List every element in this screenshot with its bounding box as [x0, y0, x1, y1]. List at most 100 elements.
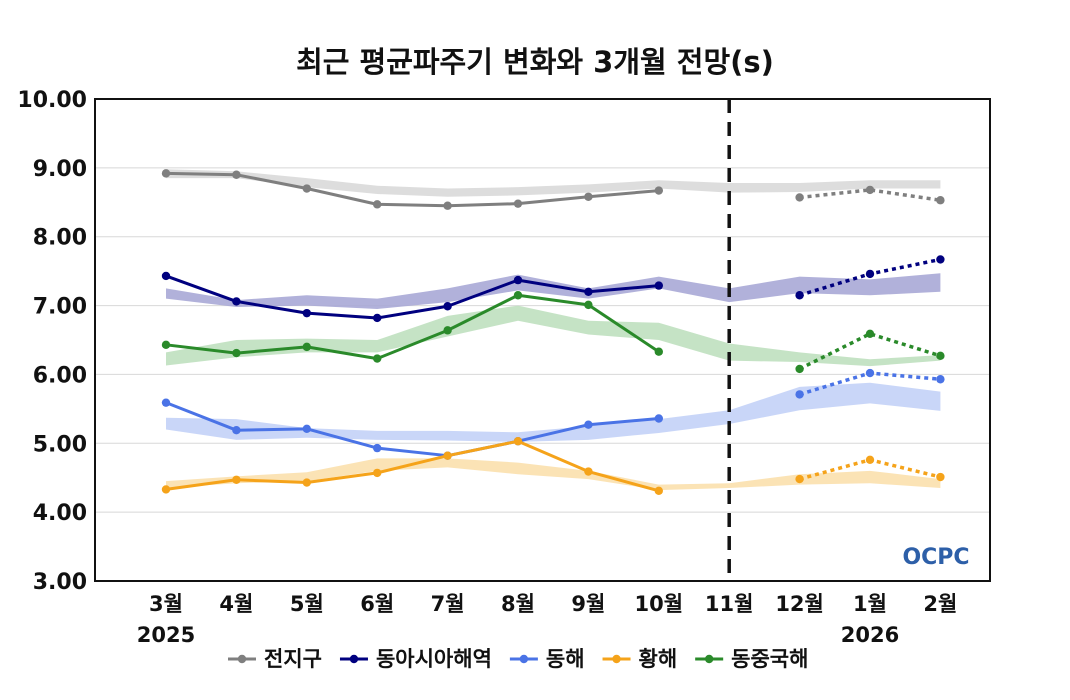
data-point: [795, 364, 804, 374]
legend-label: 동해: [546, 647, 585, 671]
x-tick-label: 5월: [290, 592, 324, 616]
data-point: [232, 426, 241, 435]
data-point: [654, 186, 663, 195]
data-point: [302, 308, 311, 318]
y-tick-label: 3.00: [33, 570, 87, 595]
data-point: [513, 199, 523, 208]
data-point: [373, 313, 382, 323]
y-tick-label: 4.00: [33, 501, 87, 526]
range-band: [166, 273, 941, 310]
data-point: [302, 424, 311, 434]
data-point: [513, 291, 523, 300]
x-tick-label: 11월: [705, 592, 754, 616]
data-point: [161, 271, 171, 281]
legend: 전지구 동아시아해역 동해 황해 동중국해: [228, 647, 808, 671]
series-line: [165, 439, 660, 493]
legend-marker: [349, 654, 359, 664]
data-point: [584, 287, 593, 296]
plot-frame: [94, 98, 991, 582]
legend-item: 전지구: [228, 647, 322, 671]
x-tick-label: 10월: [635, 592, 684, 616]
y-tick-label: 8.00: [33, 226, 87, 251]
data-point: [302, 184, 311, 193]
legend-marker: [612, 654, 621, 664]
forecast-line: [798, 331, 941, 371]
range-band: [166, 458, 941, 491]
data-point: [795, 474, 804, 484]
ocpc-logo: OCPC: [902, 545, 969, 570]
forecast-range-bands: [166, 169, 941, 491]
y-tick-label: 5.00: [33, 432, 87, 457]
data-point: [865, 185, 875, 195]
data-point: [654, 281, 663, 290]
data-point: [373, 354, 382, 363]
data-point: [161, 485, 171, 494]
data-point: [865, 269, 875, 279]
data-point: [232, 348, 241, 358]
x-tick-label: 1월: [853, 592, 887, 616]
data-point: [302, 478, 311, 487]
data-point: [795, 390, 804, 399]
data-point: [584, 192, 593, 201]
data-point: [654, 347, 663, 356]
data-point: [654, 486, 663, 495]
data-point: [936, 255, 945, 264]
x-tick-label: 12월: [775, 592, 824, 616]
data-point: [373, 468, 382, 478]
x-tick-label: 8월: [501, 592, 535, 616]
data-point: [865, 329, 875, 339]
data-point: [584, 420, 593, 429]
data-point: [232, 297, 241, 306]
data-point: [302, 342, 311, 352]
data-point: [513, 437, 523, 446]
series-lines: [161, 169, 945, 495]
legend-marker: [519, 654, 529, 664]
data-point: [795, 291, 804, 300]
x-tick-label: 7월: [431, 592, 465, 616]
x-axis-ticks: 3월 4월 5월 6월 7월 8월 9월 10월 11월 12월 1월 2월 2025 2026: [137, 592, 958, 647]
data-point: [584, 467, 593, 476]
year-label: 2025: [137, 623, 195, 647]
data-point: [373, 443, 382, 453]
logo-text: OCPC: [902, 545, 969, 570]
x-tick-label: 6월: [360, 592, 394, 616]
data-point: [232, 170, 241, 179]
data-point: [443, 201, 452, 210]
y-tick-label: 10.00: [17, 88, 87, 113]
data-point: [443, 302, 452, 311]
range-band: [166, 169, 941, 197]
x-tick-label: 3월: [149, 592, 183, 616]
series-line: [165, 171, 659, 208]
y-axis-ticks: 3.00 4.00 5.00 6.00 7.00 8.00 9.00 10.00: [17, 88, 87, 595]
data-point: [936, 472, 945, 482]
data-point: [373, 200, 382, 209]
legend-item: 동아시아해역: [339, 647, 492, 671]
data-point: [936, 196, 945, 205]
data-point: [232, 475, 241, 484]
legend-label: 전지구: [264, 647, 322, 671]
data-point: [936, 375, 945, 384]
grid-lines: [95, 167, 990, 513]
data-point: [443, 451, 452, 460]
data-point: [443, 326, 452, 335]
legend-marker: [237, 654, 247, 664]
legend-label: 동중국해: [731, 647, 808, 671]
series-line: [165, 274, 659, 320]
y-tick-label: 6.00: [33, 363, 87, 388]
legend-item: 황해: [602, 647, 677, 671]
data-point: [654, 414, 663, 423]
year-label: 2026: [841, 623, 899, 647]
legend-marker: [704, 654, 714, 664]
data-point: [161, 169, 171, 178]
data-point: [584, 300, 593, 310]
range-band: [166, 382, 941, 442]
legend-item: 동해: [509, 647, 585, 671]
legend-item: 동중국해: [695, 647, 808, 671]
x-tick-label: 2월: [923, 592, 957, 616]
data-point: [161, 340, 171, 350]
data-point: [795, 193, 804, 202]
series-line: [165, 293, 660, 361]
data-point: [936, 351, 945, 361]
